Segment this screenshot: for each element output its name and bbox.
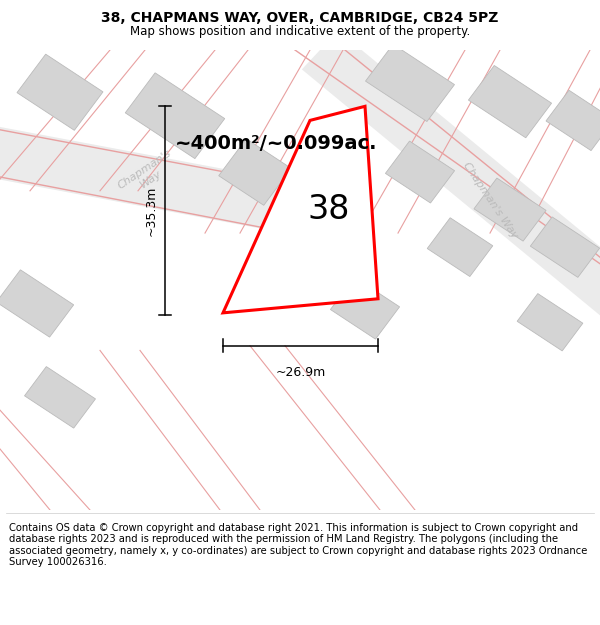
Polygon shape [469, 66, 551, 138]
Text: Map shows position and indicative extent of the property.: Map shows position and indicative extent… [130, 24, 470, 38]
Polygon shape [331, 278, 400, 339]
Polygon shape [546, 90, 600, 151]
Text: Contains OS data © Crown copyright and database right 2021. This information is : Contains OS data © Crown copyright and d… [9, 522, 587, 568]
Text: Chapman's
Way: Chapman's Way [116, 148, 180, 200]
Text: 38: 38 [308, 193, 350, 226]
Text: ~35.3m: ~35.3m [145, 186, 157, 236]
Text: 38, CHAPMANS WAY, OVER, CAMBRIDGE, CB24 5PZ: 38, CHAPMANS WAY, OVER, CAMBRIDGE, CB24 … [101, 11, 499, 25]
Polygon shape [474, 178, 546, 241]
Polygon shape [125, 73, 225, 159]
Polygon shape [517, 294, 583, 351]
Polygon shape [0, 270, 74, 337]
Polygon shape [385, 141, 455, 203]
Polygon shape [275, 211, 346, 274]
Polygon shape [223, 106, 378, 313]
Polygon shape [427, 217, 493, 276]
Polygon shape [530, 217, 599, 278]
Polygon shape [0, 119, 355, 244]
Polygon shape [25, 367, 95, 428]
Polygon shape [302, 31, 600, 342]
Polygon shape [17, 54, 103, 131]
Text: ~26.9m: ~26.9m [275, 366, 326, 379]
Text: ~400m²/~0.099ac.: ~400m²/~0.099ac. [175, 134, 377, 153]
Text: Chapman's Way: Chapman's Way [461, 160, 519, 240]
Polygon shape [219, 139, 291, 205]
Polygon shape [365, 44, 454, 121]
